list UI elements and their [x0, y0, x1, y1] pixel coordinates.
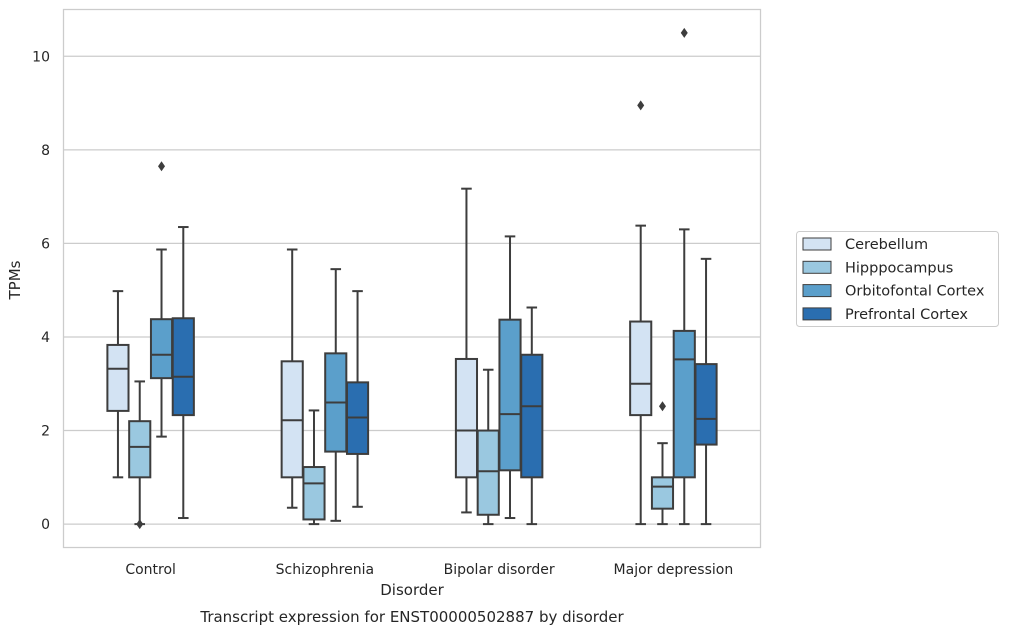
box-1-2 [324, 268, 348, 522]
chart-caption: Transcript expression for ENST0000050288… [199, 608, 624, 626]
legend-swatch [802, 260, 832, 274]
x-tick-labels: Control Schizophrenia Bipolar disorder Majo… [125, 562, 733, 578]
box-iqr [128, 420, 152, 479]
outlier-point [136, 519, 144, 530]
box-iqr [171, 317, 195, 417]
y-tick-label: 10 [32, 49, 50, 65]
box-3-1 [650, 401, 675, 526]
plot-frame [62, 8, 762, 549]
grid-lines [63, 55, 761, 525]
box-2-1 [476, 368, 500, 526]
box-3-3 [694, 257, 718, 526]
y-axis-label: TPMs [6, 260, 24, 300]
outlier-point [680, 27, 688, 38]
box-0-1 [128, 380, 152, 530]
outlier-point [658, 401, 666, 412]
y-tick-label: 0 [41, 517, 50, 533]
box-0-3 [171, 226, 195, 520]
legend-label: Orbitofontal Cortex [845, 284, 985, 300]
box-iqr [650, 476, 675, 510]
y-tick-label: 6 [41, 236, 50, 252]
box-iqr [520, 353, 544, 479]
box-iqr [672, 329, 696, 479]
box-2-0 [454, 187, 479, 514]
x-tick-label: Control [125, 562, 176, 578]
box-iqr [629, 320, 653, 417]
box-iqr [106, 343, 130, 412]
x-tick-label: Bipolar disorder [444, 562, 555, 578]
x-axis-label: Disorder [380, 581, 444, 599]
box-iqr [302, 466, 326, 521]
legend-label: Hipppocampus [845, 260, 953, 276]
box-1-1 [302, 409, 326, 526]
box-iqr [149, 318, 174, 380]
y-tick-label: 2 [41, 424, 50, 440]
outlier-point [158, 161, 166, 172]
legend-label: Cerebellum [845, 237, 928, 253]
box-3-2 [672, 27, 696, 526]
legend: Cerebellum Hipppocampus Orbitofontal Corte… [796, 231, 999, 327]
box-1-3 [345, 290, 370, 508]
legend-swatch [802, 237, 832, 251]
legend-frame [796, 231, 999, 327]
box-iqr [454, 357, 479, 479]
box-iqr [498, 318, 522, 472]
box-0-2 [149, 161, 174, 438]
box-2-2 [498, 235, 522, 520]
outlier-point [637, 100, 645, 111]
x-tick-label: Major depression [614, 562, 734, 578]
legend-label: Prefrontal Cortex [845, 307, 968, 323]
y-tick-label: 4 [41, 330, 50, 346]
legend-swatch [802, 307, 832, 321]
box-iqr [694, 363, 718, 446]
box-3-0 [629, 100, 653, 526]
box-groups [106, 27, 718, 530]
box-1-0 [280, 248, 304, 509]
box-0-0 [106, 290, 130, 479]
box-2-3 [520, 306, 544, 526]
y-tick-labels: 0 2 4 6 8 10 [32, 49, 50, 533]
box-iqr [476, 429, 500, 516]
x-tick-label: Schizophrenia [276, 562, 374, 578]
y-tick-label: 8 [41, 143, 50, 159]
legend-swatch [802, 284, 832, 298]
